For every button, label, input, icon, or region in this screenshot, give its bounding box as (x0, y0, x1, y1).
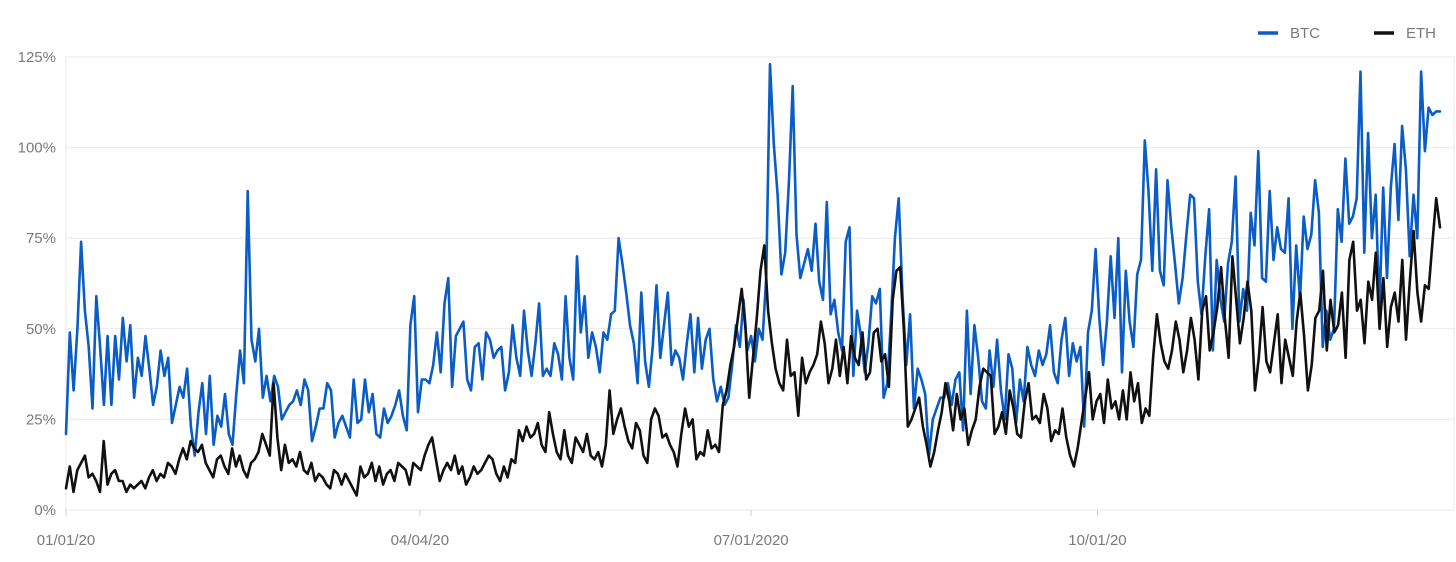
x-tick-label: 07/01/2020 (714, 532, 789, 549)
x-tick-label: 10/01/20 (1068, 532, 1126, 549)
y-tick-label: 25% (26, 411, 56, 428)
y-axis: 0% 25% 50% 75% 100% 125% (18, 49, 56, 519)
legend-item-btc[interactable]: BTC (1258, 25, 1320, 42)
legend-label-eth: ETH (1406, 25, 1436, 42)
x-tick-label: 04/04/20 (391, 532, 449, 549)
legend-label-btc: BTC (1290, 25, 1320, 42)
y-tick-label: 0% (34, 502, 56, 519)
legend: BTC ETH (1258, 25, 1436, 42)
x-axis: 01/01/20 04/04/20 07/01/2020 10/01/20 (37, 510, 1127, 549)
series-line-eth (64, 197, 1442, 497)
legend-item-eth[interactable]: ETH (1374, 25, 1436, 42)
y-tick-label: 75% (26, 230, 56, 247)
series-layer (64, 62, 1442, 497)
y-tick-label: 50% (26, 321, 56, 338)
x-tick-label: 01/01/20 (37, 532, 95, 549)
y-tick-label: 100% (18, 140, 56, 157)
y-tick-label: 125% (18, 49, 56, 66)
